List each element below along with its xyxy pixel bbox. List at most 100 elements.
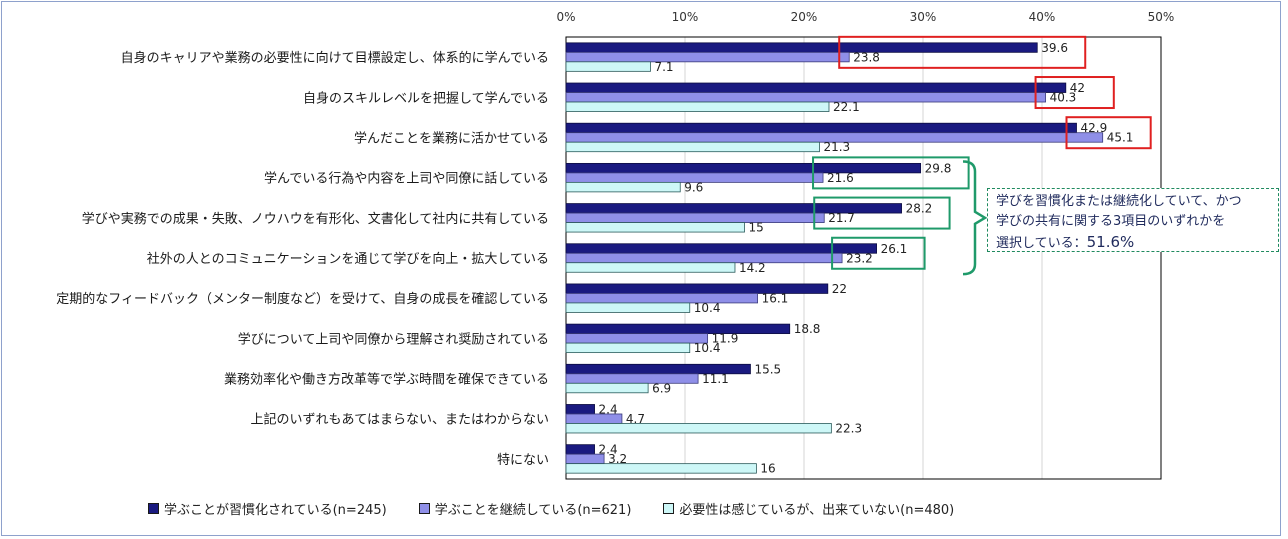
bar (565, 181, 681, 193)
data-label: 7.1 (654, 60, 673, 74)
category-label: 業務効率化や働き方改革等で学ぶ時間を確保できている (224, 372, 549, 388)
data-label: 28.2 (906, 202, 933, 216)
legend-item-continuing: 学ぶことを継続している(n=621) (418, 499, 632, 518)
bar (565, 323, 791, 335)
data-label: 16.1 (762, 291, 789, 305)
bar (565, 342, 691, 354)
data-label: 16 (760, 462, 775, 476)
category-label: 自身のスキルレベルを把握して学んでいる (303, 90, 549, 106)
category-label: 学びや実務での成果・失敗、ノウハウを有形化、文書化して社内に共有している (82, 211, 549, 227)
data-label: 23.2 (846, 251, 873, 265)
legend-label-habitual: 学ぶことが習慣化されている(n=245) (164, 502, 387, 518)
data-label: 14.2 (739, 261, 766, 275)
data-label: 42.9 (1081, 121, 1108, 135)
bar (565, 141, 820, 153)
category-label: 学んでいる行為や内容を上司や同僚に話している (264, 171, 549, 187)
bar (565, 453, 605, 465)
data-label: 23.8 (853, 50, 880, 64)
bar (565, 333, 709, 344)
legend: 学ぶことが習慣化されている(n=245) 学ぶことを継続している(n=621) … (148, 497, 986, 519)
x-tick-label: 40% (1029, 10, 1056, 24)
legend-swatch-continuing (418, 502, 430, 514)
legend-item-not-yet: 必要性は感じているが、出来ていない(n=480) (663, 499, 954, 518)
category-label: 上記のいずれもあてはまらない、またはわからない (251, 412, 549, 428)
data-label: 2.4 (599, 402, 618, 416)
category-label: 特にない (497, 453, 549, 468)
data-label: 22 (832, 282, 847, 296)
legend-swatch-habitual (148, 502, 159, 514)
legend-label-continuing: 学ぶことを継続している(n=621) (434, 502, 632, 518)
data-label: 18.8 (794, 322, 821, 336)
bar (565, 382, 649, 394)
callout-line-3: 選択している： (996, 236, 1087, 251)
highlight-box-green (831, 236, 926, 270)
legend-swatch-not-yet (663, 502, 675, 514)
callout-percent: 51.6% (1086, 233, 1135, 251)
category-label: 学んだことを業務に活かせている (354, 130, 549, 146)
bar (565, 243, 877, 254)
data-label: 29.8 (925, 161, 952, 175)
bar (565, 222, 745, 233)
data-label: 6.9 (652, 381, 671, 395)
bar (565, 132, 1104, 143)
data-label: 26.1 (881, 242, 908, 256)
data-label: 42 (1070, 81, 1085, 95)
bar (565, 42, 1038, 53)
legend-label-not-yet: 必要性は感じているが、出来ていない(n=480) (679, 502, 955, 518)
data-label: 2.4 (599, 443, 618, 457)
data-label: 22.3 (835, 421, 862, 435)
bar (565, 444, 595, 455)
bar (565, 463, 757, 474)
data-label: 4.7 (626, 412, 645, 426)
data-label: 11.1 (702, 372, 729, 386)
callout-line-2: 学びの共有に関する3項目のいずれかを (996, 214, 1226, 229)
data-label: 10.4 (694, 301, 721, 315)
callout-annotation: 学びを習慣化または継続化していて、かつ 学びの共有に関する3項目のいずれかを 選… (987, 188, 1279, 252)
data-label: 21.3 (823, 140, 850, 154)
x-tick-label: 30% (910, 10, 937, 24)
data-label: 21.7 (828, 211, 855, 225)
bar (565, 423, 832, 434)
category-label: 定期的なフィードバック（メンター制度など）を受けて、自身の成長を確認している (56, 291, 549, 307)
bar (565, 101, 830, 112)
data-label: 21.6 (827, 171, 854, 185)
x-tick-label: 10% (672, 10, 699, 24)
x-tick-label: 20% (791, 10, 818, 24)
highlight-box-red (838, 35, 1087, 69)
bar (565, 302, 691, 313)
bar (565, 172, 824, 183)
data-label: 15 (749, 221, 764, 235)
bar (565, 61, 651, 72)
highlight-box-green (813, 196, 951, 230)
data-label: 22.1 (833, 100, 860, 114)
bar (565, 82, 1067, 93)
legend-item-habitual: 学ぶことが習慣化されている(n=245) (148, 499, 387, 518)
data-label: 15.5 (754, 362, 781, 376)
bar (565, 51, 850, 63)
data-label: 11.9 (712, 332, 739, 346)
category-label: 自身のキャリアや業務の必要性に向けて目標設定し、体系的に学んでいる (121, 50, 549, 66)
category-label: 社外の人とのコミュニケーションを通じて学びを向上・拡大している (147, 251, 549, 267)
bar (565, 373, 699, 384)
highlight-box-green (812, 156, 970, 190)
highlight-box-red (1034, 76, 1115, 110)
x-tick-label: 50% (1148, 10, 1175, 24)
data-label: 39.6 (1041, 41, 1068, 55)
bar (565, 283, 829, 294)
group-bracket (962, 160, 988, 276)
data-label: 3.2 (608, 452, 627, 466)
highlight-box-red (1065, 116, 1152, 150)
data-label: 9.6 (684, 180, 703, 194)
bar (565, 92, 1046, 103)
data-label: 45.1 (1107, 131, 1134, 145)
callout-line-1: 学びを習慣化または継続化していて、かつ (996, 194, 1242, 209)
bar (565, 212, 825, 223)
bar (565, 413, 623, 424)
bar (565, 252, 843, 264)
bar (565, 262, 736, 273)
data-label: 40.3 (1050, 91, 1077, 105)
bar (565, 293, 758, 304)
x-tick-label: 0% (556, 10, 575, 24)
